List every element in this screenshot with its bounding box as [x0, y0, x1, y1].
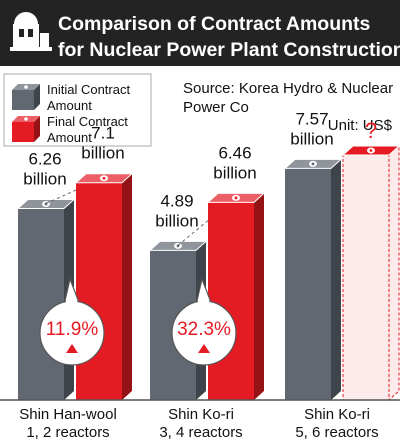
legend-label-final-1: Final Contract — [47, 114, 128, 129]
bar-final-3-top-dot-core — [369, 149, 373, 152]
increase-badge-2: 32.3% — [171, 276, 237, 366]
legend-swatch-1-dot — [24, 117, 28, 121]
increase-badge-2-up-arrow — [198, 344, 210, 353]
increase-badge-1-up-arrow — [66, 344, 78, 353]
connector-line-1 — [45, 177, 105, 204]
value-label-initial-2-unit: billion — [155, 211, 198, 230]
bar-initial-3-side — [331, 159, 341, 400]
bar-final-1-side — [122, 173, 132, 400]
value-label-initial-2-number: 4.89 — [160, 191, 193, 210]
unknown-value-marker: ? — [365, 118, 377, 143]
increase-badge-2-text: 32.3% — [177, 319, 231, 340]
legend-swatch-0-front — [12, 90, 34, 110]
legend-swatch-0-side — [34, 84, 40, 110]
value-label-final-1-unit: billion — [81, 144, 124, 163]
legend-swatch-1-front — [12, 122, 34, 142]
plant-icon — [10, 12, 52, 51]
source-line1: Source: Korea Hydro & Nuclear — [183, 80, 393, 97]
category-label-2-line2: 3, 4 reactors — [159, 424, 242, 441]
chart-title-line1: Comparison of Contract Amounts — [58, 13, 371, 35]
legend-swatch-1-side — [34, 116, 40, 142]
value-label-initial-3-unit: billion — [290, 129, 333, 148]
category-label-1-line2: 1, 2 reactors — [26, 424, 109, 441]
category-label-3-line1: Shin Ko-ri — [304, 406, 370, 423]
bar-final-2-top-dot-core — [234, 196, 238, 200]
increase-badge-1-tail-cover — [65, 283, 79, 306]
title-band — [0, 0, 400, 66]
bar-initial-3-front — [285, 168, 331, 400]
legend-swatch-final — [12, 116, 40, 142]
category-label-1-line1: Shin Han-wool — [19, 406, 117, 423]
legend-label-initial-1: Initial Contract — [47, 82, 130, 97]
value-label-final-2-number: 6.46 — [218, 143, 251, 162]
unit-label: Unit: US$ — [328, 117, 393, 134]
bar-final-3-outline — [342, 154, 390, 401]
chart-title-line2: for Nuclear Power Plant Construction — [58, 39, 400, 61]
legend-label-initial-2: Amount — [47, 98, 92, 113]
legend-swatch-0-dot — [24, 85, 28, 89]
value-label-initial-1-unit: billion — [23, 169, 66, 188]
legend-label-final-2: Amount — [47, 130, 92, 145]
bar-final-2-front — [208, 202, 254, 400]
bar-final-1-front — [76, 182, 122, 400]
bar-final-1-top-dot-core — [102, 176, 106, 180]
legend-swatch-initial — [12, 84, 40, 110]
increase-badge-2-tail-cover — [197, 283, 211, 306]
labels-layer: 6.26billion7.1billion11.9%4.89billion6.4… — [23, 109, 377, 366]
bar-final-3-outline-side — [388, 144, 400, 402]
value-label-final-1-number: 7.1 — [91, 124, 115, 143]
value-label-initial-3-number: 7.57 — [295, 109, 328, 128]
category-label-2-line1: Shin Ko-ri — [168, 406, 234, 423]
source-line2: Power Co — [183, 99, 249, 116]
bar-final-2-side — [254, 193, 264, 400]
bar-initial-3-top-dot-core — [311, 162, 315, 166]
bar-initial-1-front — [18, 208, 64, 400]
value-label-final-2-unit: billion — [213, 163, 256, 182]
value-label-initial-1-number: 6.26 — [28, 149, 61, 168]
category-label-3-line2: 5, 6 reactors — [295, 424, 378, 441]
increase-badge-1: 11.9% — [39, 276, 105, 366]
increase-badge-1-text: 11.9% — [46, 319, 99, 340]
